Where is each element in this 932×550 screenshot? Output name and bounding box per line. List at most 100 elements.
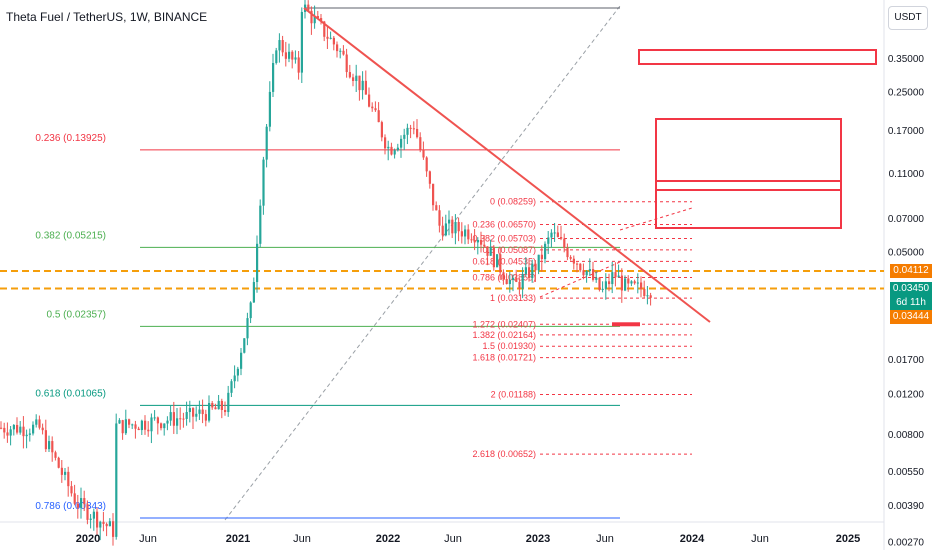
candle-body <box>211 402 214 408</box>
candle-body <box>601 288 604 291</box>
candle-body <box>608 281 611 285</box>
candle-body <box>368 94 371 107</box>
candle-body <box>460 231 463 237</box>
local-fib-label: 1.618 (0.01721) <box>472 353 536 363</box>
candle-body <box>6 432 9 436</box>
candle-body <box>240 352 243 369</box>
y-tick-label: 0.00550 <box>888 467 925 478</box>
candle-body <box>617 275 620 278</box>
target-box-top <box>638 49 877 65</box>
candle-body <box>89 518 92 520</box>
candle-body <box>483 244 486 247</box>
candle-body <box>576 263 579 265</box>
candle-body <box>3 427 6 433</box>
candle-body <box>83 498 86 505</box>
candle-body <box>76 503 79 508</box>
candle-body <box>560 236 563 239</box>
y-tick-label: 0.01700 <box>888 355 925 366</box>
y-tick-label: 0.07000 <box>888 214 925 225</box>
candle-body <box>288 51 291 59</box>
candle-body <box>611 272 614 285</box>
candle-body <box>268 91 271 127</box>
candle-body <box>598 277 601 291</box>
candle-body <box>448 219 451 224</box>
candle-body <box>470 239 473 241</box>
candle-body <box>307 4 310 11</box>
candle-body <box>224 409 227 413</box>
candles-group <box>0 0 652 546</box>
candle-body <box>371 106 374 109</box>
x-tick-label: 2024 <box>680 533 705 545</box>
candle-body <box>547 237 550 244</box>
candle-body <box>585 271 588 276</box>
candle-body <box>361 80 364 91</box>
y-tick-label: 0.00800 <box>888 430 925 441</box>
candle-body <box>566 247 569 258</box>
candle-body <box>163 423 166 429</box>
candle-body <box>377 110 380 123</box>
candle-body <box>412 128 415 130</box>
local-fib-label: 0.5 (0.05087) <box>482 245 536 255</box>
candle-body <box>332 37 335 45</box>
candle-body <box>454 222 457 234</box>
candle-body <box>291 51 294 60</box>
candle-body <box>627 278 630 284</box>
candle-body <box>524 267 527 274</box>
candle-body <box>592 269 595 280</box>
candle-body <box>179 418 182 420</box>
candle-body <box>316 16 319 19</box>
candle-body <box>80 498 83 508</box>
candle-body <box>0 427 3 429</box>
candle-body <box>38 419 41 428</box>
candle-body <box>131 424 134 426</box>
candle-body <box>438 210 441 226</box>
candle-body <box>105 523 108 527</box>
candle-body <box>297 57 300 73</box>
candle-body <box>518 281 521 289</box>
candle-body <box>649 295 652 298</box>
candle-body <box>563 238 566 248</box>
candle-body <box>425 157 428 172</box>
candle-body <box>249 302 252 319</box>
candle-body <box>422 149 425 158</box>
candle-body <box>182 418 185 420</box>
candle-body <box>51 441 54 453</box>
candle-body <box>486 246 489 256</box>
candle-body <box>310 10 313 24</box>
candle-body <box>499 254 502 273</box>
candle-body <box>236 368 239 376</box>
candle-body <box>588 269 591 272</box>
candle-body <box>204 414 207 421</box>
candle-body <box>169 412 172 421</box>
candle-body <box>300 11 303 73</box>
candle-body <box>16 424 19 433</box>
candle-body <box>348 72 351 78</box>
candle-body <box>54 452 57 458</box>
macro-fib-label: 0.5 (0.02357) <box>47 309 107 320</box>
x-tick-label: Jun <box>293 533 311 545</box>
candle-body <box>345 54 348 73</box>
x-tick-label: 2025 <box>836 533 860 545</box>
local-fib-label: 2 (0.01188) <box>491 389 536 399</box>
candle-body <box>339 50 342 52</box>
candle-body <box>390 146 393 155</box>
candle-body <box>96 511 99 528</box>
candle-body <box>432 183 435 206</box>
candle-body <box>473 240 476 243</box>
candle-body <box>150 417 153 432</box>
symbol-title: Theta Fuel / TetherUS, 1W, BINANCE <box>6 10 208 24</box>
candle-body <box>208 402 211 421</box>
candle-body <box>636 282 639 284</box>
local-fib-label: 0.618 (0.04535) <box>472 256 536 266</box>
candle-body <box>579 263 582 271</box>
candle-body <box>595 277 598 280</box>
candle-body <box>457 222 460 232</box>
currency-unit-button[interactable]: USDT <box>888 6 928 30</box>
candle-body <box>108 521 111 527</box>
candle-body <box>358 75 361 91</box>
target-marker <box>612 322 640 327</box>
candle-body <box>19 426 22 433</box>
y-tick-label: 0.35000 <box>888 54 925 65</box>
